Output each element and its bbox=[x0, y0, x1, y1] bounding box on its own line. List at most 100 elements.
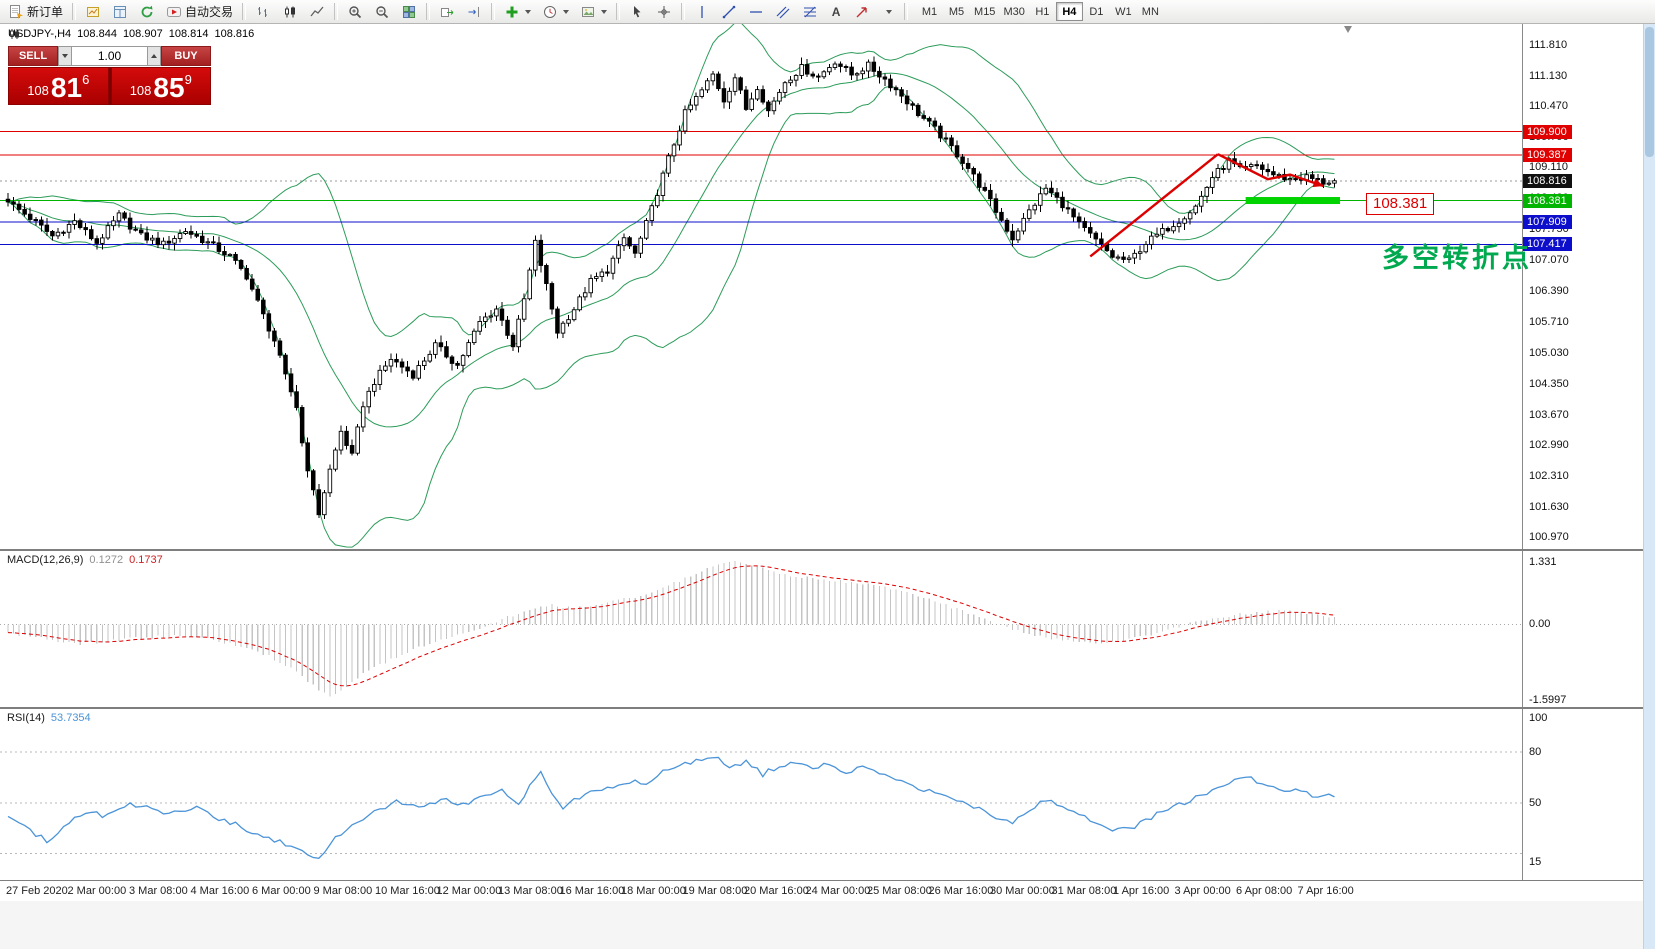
bar-chart-button[interactable] bbox=[250, 1, 276, 22]
quote-high: 108.907 bbox=[122, 28, 163, 40]
price-axis[interactable]: 111.810111.130110.470109.790109.110108.4… bbox=[1522, 23, 1643, 549]
text-tool-button[interactable]: A bbox=[824, 1, 848, 22]
quote-low: 108.814 bbox=[168, 28, 209, 40]
trendline-button[interactable] bbox=[716, 1, 742, 22]
timeframe-button-w1[interactable]: W1 bbox=[1115, 5, 1132, 18]
vertical-line-button[interactable] bbox=[689, 1, 715, 22]
time-axis-label: 3 Apr 00:00 bbox=[1174, 885, 1231, 897]
crosshair-button[interactable] bbox=[651, 1, 677, 22]
autotrade-button[interactable]: 自动交易 bbox=[161, 1, 238, 22]
new-order-icon bbox=[10, 4, 23, 19]
time-axis-label: 1 Apr 16:00 bbox=[1113, 885, 1170, 897]
auto-scroll-button[interactable] bbox=[434, 1, 460, 22]
market-watch-icon bbox=[87, 6, 100, 17]
price-axis-label: 100.970 bbox=[1529, 531, 1569, 544]
time-axis-label: 3 Mar 08:00 bbox=[129, 885, 188, 897]
market-watch-button[interactable] bbox=[80, 1, 106, 22]
data-window-icon bbox=[114, 5, 127, 18]
spinner-down-icon bbox=[62, 54, 68, 58]
line-chart-button[interactable] bbox=[304, 1, 330, 22]
chinese-note-annotation[interactable]: 多空转折点 bbox=[1382, 243, 1532, 273]
templates-icon bbox=[582, 6, 595, 17]
time-axis-label: 12 Mar 00:00 bbox=[436, 885, 502, 897]
data-window-button[interactable] bbox=[107, 1, 133, 22]
price-level-tag: 107.909 bbox=[1523, 214, 1572, 229]
timeframe-button-m1[interactable]: M1 bbox=[921, 5, 938, 18]
macd-axis[interactable]: 1.331 0.00 -1.5997 bbox=[1522, 551, 1643, 707]
time-axis-label: 24 Mar 00:00 bbox=[805, 885, 871, 897]
toolbar-separator bbox=[72, 3, 77, 20]
new-order-button[interactable]: 新订单 bbox=[3, 1, 68, 22]
tile-windows-button[interactable] bbox=[396, 1, 422, 22]
time-axis[interactable]: 27 Feb 2020 2 Mar 00:00 3 Mar 08:00 4 Mar 1… bbox=[0, 880, 1643, 901]
rsi-axis-label: 80 bbox=[1529, 746, 1542, 759]
rsi-axis[interactable]: 100 80 50 15 bbox=[1522, 709, 1643, 880]
indicators-button[interactable] bbox=[499, 1, 536, 22]
time-axis-label: 30 Mar 00:00 bbox=[990, 885, 1055, 897]
horizontal-line-button[interactable] bbox=[743, 1, 769, 22]
fibonacci-icon bbox=[804, 6, 817, 17]
periods-dropdown-icon bbox=[563, 9, 570, 14]
timeframe-button-h1[interactable]: H1 bbox=[1035, 5, 1050, 18]
toolbar: 新订单 自动交易 bbox=[0, 0, 1655, 24]
shapes-dropdown-button[interactable] bbox=[876, 1, 900, 22]
timeframe-button-m30[interactable]: M30 bbox=[1003, 5, 1025, 18]
chart-shift-button[interactable] bbox=[461, 1, 487, 22]
macd-chart-canvas[interactable] bbox=[0, 551, 1522, 707]
price-axis-label: 111.810 bbox=[1529, 38, 1568, 51]
arrow-tool-button[interactable] bbox=[849, 1, 875, 22]
chart-shift-icon bbox=[468, 6, 480, 17]
zoom-out-icon bbox=[376, 5, 389, 18]
macd-name: MACD(12,26,9) bbox=[7, 554, 84, 566]
price-axis-label: 105.710 bbox=[1529, 315, 1569, 328]
rsi-chart-canvas[interactable] bbox=[0, 709, 1522, 880]
scrollbar-thumb[interactable] bbox=[1645, 27, 1654, 157]
zoom-out-button[interactable] bbox=[369, 1, 395, 22]
candlestick-chart-button[interactable] bbox=[277, 1, 303, 22]
macd-label: MACD(12,26,9) 0.1272 0.1737 bbox=[7, 554, 163, 566]
price-chart-canvas[interactable] bbox=[0, 23, 1522, 549]
time-axis-label: 4 Mar 16:00 bbox=[190, 885, 250, 897]
price-tag-annotation[interactable]: 108.381 bbox=[1366, 192, 1435, 215]
auto-scroll-icon bbox=[441, 7, 454, 17]
buy-button[interactable]: BUY bbox=[161, 46, 211, 66]
timeframe-button-mn[interactable]: MN bbox=[1141, 5, 1159, 18]
timeframe-button-m15[interactable]: M15 bbox=[974, 5, 996, 18]
periods-button[interactable] bbox=[537, 1, 574, 22]
timeframe-toolbar: M1 M5 M15 M30 H1 H4 D1 W1 MN bbox=[916, 2, 1164, 21]
rsi-value: 53.7354 bbox=[50, 712, 91, 724]
time-axis-label: 6 Apr 08:00 bbox=[1236, 885, 1293, 897]
timeframe-button-d1[interactable]: D1 bbox=[1089, 5, 1104, 18]
templates-dropdown-icon bbox=[601, 9, 608, 14]
equidistant-channel-button[interactable] bbox=[770, 1, 796, 22]
fibonacci-button[interactable] bbox=[797, 1, 823, 22]
timeframe-button-m5[interactable]: M5 bbox=[948, 5, 965, 18]
time-axis-label: 13 Mar 08:00 bbox=[498, 885, 563, 897]
navigator-button[interactable] bbox=[134, 1, 160, 22]
navigator-icon bbox=[141, 5, 153, 17]
timeframe-button-h4[interactable]: H4 bbox=[1055, 2, 1083, 21]
macd-value: 0.1272 bbox=[89, 554, 124, 566]
price-axis-label: 111.130 bbox=[1529, 69, 1568, 82]
time-axis-label: 2 Mar 00:00 bbox=[67, 885, 127, 897]
line-chart-icon bbox=[310, 6, 324, 16]
time-axis-label: 25 Mar 08:00 bbox=[867, 885, 932, 897]
vertical-scrollbar[interactable] bbox=[1643, 24, 1655, 949]
toolbar-separator bbox=[616, 3, 621, 20]
volume-increase-button[interactable] bbox=[147, 46, 161, 66]
sell-price-display[interactable]: 108 81 6 bbox=[8, 67, 109, 105]
volume-decrease-button[interactable] bbox=[58, 46, 72, 66]
new-order-label: 新订单 bbox=[27, 5, 64, 19]
sell-button[interactable]: SELL bbox=[8, 46, 58, 66]
vertical-line-icon bbox=[701, 5, 703, 18]
volume-input[interactable] bbox=[72, 46, 147, 66]
price-level-tag: 109.900 bbox=[1523, 124, 1572, 139]
zoom-in-button[interactable] bbox=[342, 1, 368, 22]
rsi-name: RSI(14) bbox=[7, 712, 45, 724]
candlestick-chart-icon bbox=[285, 6, 296, 17]
buy-price-big: 108 bbox=[129, 83, 152, 98]
rsi-panel: 100 80 50 15 RSI(14) 53.7354 bbox=[0, 709, 1643, 880]
templates-button[interactable] bbox=[575, 1, 612, 22]
cursor-button[interactable] bbox=[624, 1, 650, 22]
buy-price-display[interactable]: 108 85 9 bbox=[110, 67, 211, 105]
